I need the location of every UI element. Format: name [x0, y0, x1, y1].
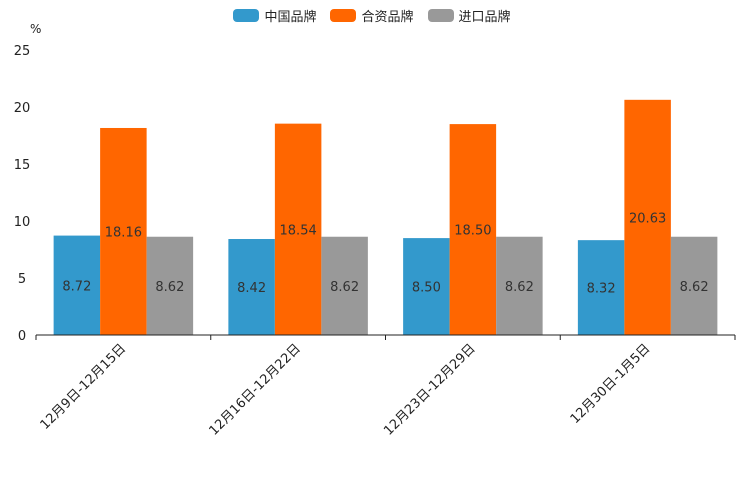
legend-swatch-joint-venture-brand	[330, 9, 357, 22]
bar-value-labels: 8.72 18.16 8.62 8.42 18.54 8.62 8.50 18.50 8.62 8…	[62, 211, 708, 296]
legend-item-import-brand[interactable]: 进口品牌	[427, 6, 511, 25]
legend-label-china-brand: 中国品牌	[264, 10, 317, 25]
y-axis-ticks: 0 5 10 15 20 25	[14, 44, 31, 344]
bar-value-label: 8.32	[587, 282, 616, 297]
y-tick-label: 25	[14, 44, 31, 59]
bar	[321, 236, 368, 335]
bar-value-label: 8.50	[412, 281, 441, 296]
legend-item-china-brand[interactable]: 中国品牌	[233, 6, 316, 25]
y-axis-unit-label: %	[30, 22, 41, 36]
y-tick-label: 15	[14, 158, 31, 173]
legend-label-import-brand: 进口品牌	[458, 10, 511, 25]
bar	[670, 236, 718, 335]
bar	[449, 124, 497, 335]
bar	[53, 235, 101, 335]
x-tick-label: 12月23日-12月29日	[381, 341, 478, 438]
y-tick-label: 5	[18, 272, 26, 287]
y-tick-label: 10	[14, 215, 31, 230]
bar	[624, 99, 671, 336]
bar	[146, 236, 194, 335]
bar	[100, 127, 147, 335]
chart-legend: 中国品牌 合资品牌 进口品牌	[0, 6, 744, 25]
x-tick-label: 12月16日-12月22日	[206, 341, 303, 438]
x-axis-ticks: 12月9日-12月15日 12月16日-12月22日 12月23日-12月29日 12…	[35, 335, 736, 439]
bar	[403, 238, 450, 335]
legend-item-joint-venture-brand[interactable]: 合资品牌	[330, 6, 414, 25]
x-tick-label: 12月9日-12月15日	[38, 341, 130, 433]
bar-value-label: 20.63	[629, 211, 666, 226]
bar-value-label: 8.42	[237, 281, 266, 296]
bar-value-label: 8.62	[505, 280, 534, 295]
legend-swatch-china-brand	[233, 9, 260, 22]
bar-value-label: 8.72	[62, 279, 91, 294]
bar	[274, 123, 322, 335]
y-tick-label: 0	[18, 329, 26, 344]
bar	[496, 236, 543, 335]
bar-value-label: 8.62	[680, 280, 709, 295]
bar-value-label: 18.16	[105, 225, 142, 240]
bar-value-label: 18.54	[280, 223, 317, 238]
bar	[228, 239, 275, 335]
x-tick-label: 12月30日-1月5日	[568, 341, 654, 427]
y-tick-label: 20	[14, 101, 31, 116]
legend-swatch-import-brand	[427, 9, 454, 22]
legend-label-joint-venture-brand: 合资品牌	[361, 10, 414, 25]
bar-series	[53, 99, 718, 336]
bar-value-label: 8.62	[155, 280, 184, 295]
bar	[577, 240, 625, 335]
bar-value-label: 8.62	[330, 280, 359, 295]
bar-value-label: 18.50	[454, 224, 491, 239]
